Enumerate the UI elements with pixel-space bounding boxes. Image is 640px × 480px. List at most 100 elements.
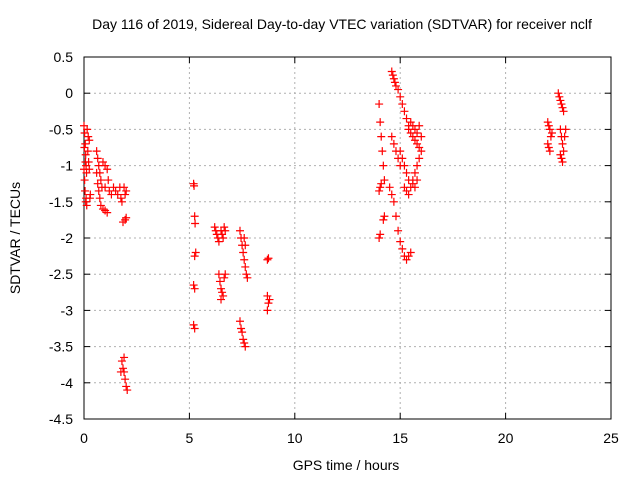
data-point [220,223,229,232]
y-tick-label: -3 [61,302,74,318]
data-point [389,74,398,83]
data-point [191,219,200,228]
data-point [98,157,107,166]
data-point [558,157,567,166]
data-point [546,132,555,141]
data-point [410,168,419,177]
data-point [120,353,129,362]
data-point [93,154,102,163]
data-point [98,205,107,214]
data-point [81,157,90,166]
y-tick-label: -2.5 [49,266,73,282]
data-point [544,143,553,152]
data-point [239,248,248,257]
data-point [413,129,422,138]
data-point [221,226,230,235]
data-point [84,132,93,141]
grid-lines [84,57,611,419]
data-point [558,103,567,112]
y-tick-label: -0.5 [49,121,73,137]
y-tick-label: -1.5 [49,194,73,210]
data-point [101,161,110,170]
data-point [118,364,127,373]
data-point [391,212,400,221]
data-point [555,92,564,101]
data-point [561,125,570,134]
data-point [388,71,397,80]
data-point [413,176,422,185]
data-point [85,165,94,174]
x-tick-label: 20 [498,430,514,446]
data-point [390,78,399,87]
data-point [104,176,113,185]
data-point [396,237,405,246]
data-point [544,121,553,130]
data-point [235,317,244,326]
data-point [214,237,223,246]
data-point [190,212,199,221]
data-points [80,67,570,395]
data-point [81,150,90,159]
x-axis-ticks: 0 5 10 15 20 25 [80,57,619,446]
data-point [543,118,552,127]
y-axis-label: SDTVAR / TECUs [7,182,23,294]
data-point [242,270,251,279]
y-tick-label: -4 [61,375,74,391]
data-point [263,291,272,300]
data-point [122,186,131,195]
data-point [380,212,389,221]
data-point [116,367,125,376]
data-point [94,186,103,195]
data-point [558,139,567,148]
x-tick-label: 5 [186,430,194,446]
data-point [263,255,272,264]
data-point [111,186,120,195]
data-point [237,324,246,333]
y-tick-label: 0 [65,85,73,101]
data-point [241,241,250,250]
data-point [93,179,102,188]
data-point [190,181,199,190]
data-point [389,139,398,148]
data-point [391,81,400,90]
data-point [398,100,407,109]
data-point [557,154,566,163]
data-point [117,357,126,366]
data-point [557,100,566,109]
data-point [376,183,385,192]
x-axis-label: GPS time / hours [293,457,400,473]
data-point [402,168,411,177]
y-tick-label: -2 [61,230,74,246]
data-point [240,234,249,242]
data-point [263,306,272,315]
data-point [376,118,385,127]
data-point [217,284,226,293]
data-point [123,386,132,395]
data-point [218,288,227,297]
data-point [560,132,569,141]
data-point [238,328,247,337]
data-point [235,226,244,235]
data-point [375,186,384,195]
plot-frame [83,56,612,420]
data-point [377,132,386,141]
data-point [394,85,403,94]
data-point [545,147,554,156]
data-point [117,197,126,206]
data-point [385,183,394,192]
data-point [400,107,409,116]
data-point [376,230,385,239]
data-point [101,183,110,192]
data-point [82,201,91,210]
data-point [402,186,411,195]
data-point [121,375,130,384]
data-point [219,234,228,242]
data-point [122,213,131,222]
y-tick-label: 0.5 [54,49,74,65]
data-point [80,143,89,152]
data-point [417,132,426,141]
data-point [378,147,387,156]
data-point [398,244,407,253]
data-point [85,136,94,145]
data-point [189,320,198,329]
